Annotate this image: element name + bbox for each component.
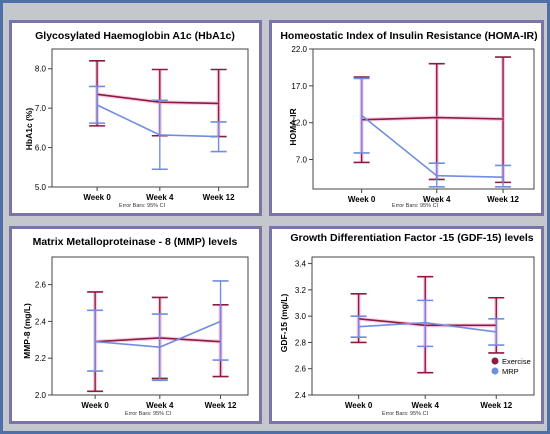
legend-swatch-mrp — [491, 367, 499, 375]
y-tick-label: 2.8 — [295, 338, 307, 347]
panel-mmp8: Matrix Metalloproteinase - 8 (MMP) level… — [9, 226, 262, 424]
x-tick-label: Week 12 — [487, 195, 519, 204]
y-tick-label: 3.4 — [295, 260, 307, 269]
chart-title: Glycosylated Haemoglobin A1c (HbA1c) — [35, 30, 235, 42]
plot-frame — [311, 256, 535, 396]
error-bar-note: Error Bars: 95% CI — [392, 203, 439, 209]
y-tick-label: 17.0 — [291, 82, 307, 91]
y-tick-label: 2.6 — [35, 281, 47, 290]
legend-swatch-exercise — [491, 357, 499, 365]
y-tick-label: 12.0 — [291, 119, 307, 128]
chart-title: Growth Differentiation Factor -15 (GDF-1… — [290, 232, 533, 244]
panel-gdf15: Growth Differentiation Factor -15 (GDF-1… — [269, 226, 544, 424]
series-line-exercise — [361, 116, 504, 121]
y-tick-label: 2.0 — [35, 391, 47, 400]
x-tick-label: Week 0 — [81, 401, 109, 410]
y-tick-label: 6.0 — [35, 144, 47, 153]
y-tick-label: 3.2 — [295, 286, 307, 295]
y-tick-label: 7.0 — [296, 156, 308, 165]
x-tick-label: Week 4 — [146, 193, 174, 202]
y-tick-label: 7.0 — [35, 104, 47, 113]
y-tick-label: 22.0 — [291, 45, 307, 54]
series-line-mrp — [95, 320, 221, 348]
x-tick-label: Week 4 — [423, 195, 451, 204]
chart-title: Matrix Metalloproteinase - 8 (MMP) level… — [33, 236, 238, 248]
y-tick-label: 2.4 — [295, 391, 307, 400]
y-tick-label: 2.4 — [35, 317, 47, 326]
panel-hba1c: Glycosylated Haemoglobin A1c (HbA1c) HbA… — [9, 20, 262, 216]
x-tick-label: Week 4 — [146, 401, 174, 410]
error-bar-note: Error Bars: 95% CI — [382, 411, 429, 417]
chart-hba1c: Glycosylated Haemoglobin A1c (HbA1c) HbA… — [24, 30, 249, 209]
series-line-halo-exercise — [358, 316, 497, 328]
y-tick-label: 2.6 — [295, 365, 307, 374]
error-bar-note: Error Bars: 95% CI — [125, 411, 172, 417]
y-axis-label: MMP-8 (mg/L) — [22, 303, 32, 359]
legend-label-exercise: Exercise — [502, 357, 531, 366]
x-tick-label: Week 4 — [412, 401, 440, 410]
plot-frame — [312, 48, 535, 190]
series-line-mrp — [358, 321, 497, 333]
y-axis-label: HbA1c (%) — [24, 108, 34, 151]
chart-gdf15: Growth Differentiation Factor -15 (GDF-1… — [279, 232, 535, 417]
y-tick-label: 3.0 — [295, 312, 307, 321]
x-tick-label: Week 0 — [83, 193, 111, 202]
x-tick-label: Week 0 — [345, 401, 373, 410]
series-line-mrp — [96, 104, 219, 138]
x-tick-label: Week 12 — [480, 401, 512, 410]
y-axis-label: HOMA-IR — [288, 108, 298, 145]
legend-label-mrp: MRP — [502, 367, 519, 376]
x-tick-label: Week 12 — [205, 401, 237, 410]
plot-frame — [51, 48, 249, 188]
chart-homa-ir: Homeostatic Index of Insulin Resistance … — [280, 30, 537, 209]
plot-frame — [51, 256, 249, 396]
series-line-mrp — [361, 114, 504, 179]
error-bar-note: Error Bars: 95% CI — [119, 203, 166, 209]
panel-homa-ir: Homeostatic Index of Insulin Resistance … — [269, 20, 544, 216]
y-tick-label: 2.2 — [35, 354, 47, 363]
x-tick-label: Week 12 — [203, 193, 235, 202]
y-tick-label: 8.0 — [35, 65, 47, 74]
x-tick-label: Week 0 — [348, 195, 376, 204]
chart-mmp8: Matrix Metalloproteinase - 8 (MMP) level… — [22, 236, 249, 417]
chart-title: Homeostatic Index of Insulin Resistance … — [280, 30, 537, 42]
legend: Exercise MRP — [491, 357, 531, 376]
y-axis-label: GDF-15 (mg/L) — [279, 294, 289, 353]
y-tick-label: 5.0 — [35, 183, 47, 192]
